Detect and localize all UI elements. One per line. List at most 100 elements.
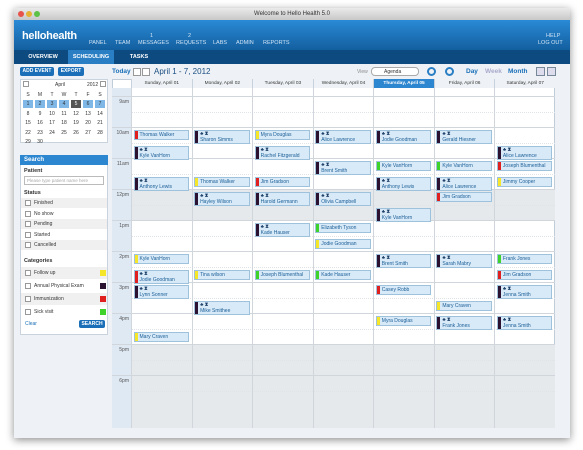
event[interactable]: ♣ ⧗ Brent Smith [315,161,371,175]
event[interactable]: ♣ ⧗ Mike Smithee [194,300,250,315]
event[interactable]: Kyle VanHorn [133,254,190,264]
mini-cal-day[interactable]: 9 [38,110,42,117]
prev-week[interactable] [133,68,141,76]
nav-item[interactable]: LABS [213,40,228,46]
nav-item[interactable]: REQUESTS [176,40,207,46]
mini-cal-day[interactable]: 18 [61,120,67,126]
nav-item[interactable]: PANEL [89,40,107,46]
mini-cal-prev[interactable] [23,81,29,87]
mini-cal-day[interactable]: 6 [83,100,93,108]
minimize-button[interactable] [26,11,32,17]
event[interactable]: Kyle VanHorn [375,161,432,171]
event[interactable]: ♣ ⧗ Anthony Lewis [133,176,190,191]
checkbox[interactable] [25,270,31,276]
event[interactable]: ♣ ⧗ Kyle VanHorn [375,207,432,222]
event[interactable]: ♣ ⧗ Gerald Hiesner [436,130,492,144]
event[interactable]: ♣ ⧗ Kade Hauser [254,223,311,237]
next-week[interactable] [142,68,150,76]
mini-cal-day[interactable]: 2 [35,100,45,108]
settings-icon[interactable] [547,67,556,76]
mini-cal-day[interactable]: 4 [59,100,69,108]
event[interactable]: Kyle VanHorn [436,161,492,171]
event[interactable]: Elizabeth Tyson [315,223,371,233]
mini-cal-day[interactable]: 29 [25,139,31,145]
nav-item[interactable]: MESSAGES [138,40,169,46]
event[interactable]: Kade Hauser [315,269,371,280]
event[interactable]: ♣ ⧗ Alice Lawrence [496,145,553,160]
today-button[interactable]: Today [112,68,131,75]
event[interactable]: ♣ ⧗ Rachel Fitzgerald [254,145,311,160]
mini-cal-day[interactable]: 16 [37,120,43,126]
event[interactable]: ♣ ⧗ Brent Smith [375,254,432,268]
view-mode[interactable]: Month [508,68,528,75]
mini-cal-day[interactable]: 24 [49,129,55,136]
mini-cal-day[interactable]: 13 [85,110,91,117]
search-button[interactable]: SEARCH [79,320,105,328]
checkbox[interactable] [25,231,31,238]
button[interactable]: ADD EVENT [20,67,54,76]
event[interactable]: Casey Robb [375,285,432,295]
event[interactable]: Frank Jones [496,254,553,264]
event[interactable]: Jim Gradson [496,269,553,280]
checkbox[interactable] [25,283,31,289]
event[interactable]: ♣ ⧗ Sharon Simms [194,130,250,144]
view-select[interactable]: Agenda [371,67,419,76]
mini-cal-day[interactable]: 21 [97,120,103,126]
event[interactable]: ♣ ⧗ Frank Jones [436,316,492,330]
mini-cal-day[interactable]: 19 [73,120,79,126]
mini-cal-day[interactable]: 12 [73,110,79,117]
event[interactable]: Mary Craven [133,331,190,342]
event[interactable]: ♣ ⧗ Sarah Mabry [436,254,492,268]
mini-cal-day[interactable]: 22 [25,129,31,136]
event[interactable]: ♣ ⧗ Hayley Wilson [194,192,250,206]
checkbox[interactable] [25,221,31,227]
mini-cal-day[interactable]: 7 [95,100,105,108]
event[interactable]: Joseph Blumenthal [496,161,553,171]
event[interactable]: Thomas Walker [133,130,190,140]
checkbox[interactable] [25,296,31,302]
event[interactable]: Tina wilson [194,269,250,280]
mini-cal-day[interactable]: 23 [37,129,43,136]
event[interactable]: Jimmy Cooper [496,176,553,187]
event[interactable]: Myra Douglas [254,130,311,140]
button[interactable]: EXPORT [58,67,84,76]
event[interactable]: Thomas Walker [194,176,250,187]
mini-cal-day[interactable]: 30 [37,139,43,145]
header-link[interactable]: HELP [546,33,561,39]
nav-item[interactable]: TEAM [115,40,131,46]
event[interactable]: ♣ ⧗ Alice Lawrence [436,176,492,191]
event[interactable]: ♣ ⧗ Harold Germann [254,192,311,206]
close-button[interactable] [18,11,24,17]
nav-item[interactable]: REPORTS [263,40,290,46]
zoom-button[interactable] [34,11,40,17]
mini-cal-day[interactable]: 3 [47,100,57,108]
view-mode[interactable]: Week [485,68,502,75]
tab[interactable]: SCHEDULING [68,50,114,64]
patient-input[interactable]: Please type patient name here [24,176,104,185]
event[interactable]: ♣ ⧗ Jodie Goodman [375,130,432,144]
mini-cal-day[interactable]: 17 [49,120,55,126]
mini-cal-day[interactable]: 20 [85,120,91,126]
checkbox[interactable] [25,242,31,248]
mini-cal-day[interactable]: 26 [73,129,79,136]
checkbox[interactable] [25,309,31,315]
event[interactable]: ♣ ⧗ Olivia Campbell [315,192,371,206]
checkbox[interactable] [25,200,31,206]
mini-cal-day[interactable]: 10 [49,110,55,117]
event[interactable]: Myra Douglas [375,316,432,326]
mini-cal-day[interactable]: 1 [23,100,33,108]
event[interactable]: Jim Gradson [436,192,492,202]
nav-item[interactable]: ADMIN [236,40,254,46]
mini-cal-day[interactable]: 8 [26,110,30,117]
event[interactable]: Joseph Blumenthal [254,269,311,280]
view-mode[interactable]: Day [466,68,478,75]
header-link[interactable]: LOG OUT [538,40,563,46]
event[interactable]: ♣ ⧗ Anthony Lewis [375,176,432,191]
zoom-in[interactable] [427,67,436,76]
event[interactable]: ♣ ⧗ Jenna Smith [496,285,553,299]
event[interactable]: Jim Gradson [254,176,311,187]
event[interactable]: ♣ ⧗ Lynn Sonner [133,285,190,299]
clear-link[interactable]: Clear [25,321,37,327]
tab[interactable]: TASKS [129,54,149,60]
event[interactable]: ♣ ⧗ Alice Lawrence [315,130,371,144]
